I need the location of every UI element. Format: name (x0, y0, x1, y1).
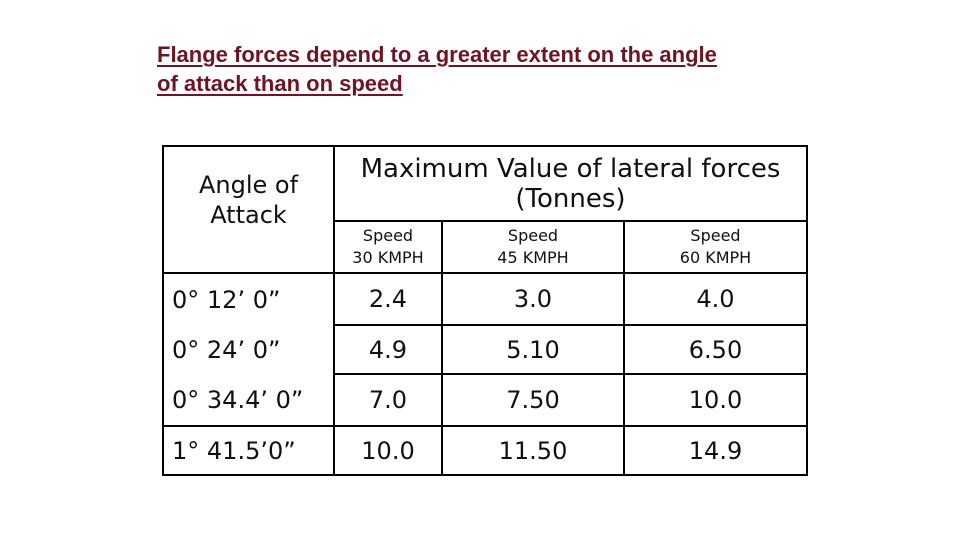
speed-header-45: Speed 45 KMPH (441, 220, 625, 274)
title-line-1: Flange forces depend to a greater extent… (157, 42, 717, 67)
speed-header-60: Speed 60 KMPH (623, 220, 808, 274)
header-row: Angle of Attack Maximum Value of lateral… (162, 145, 808, 274)
max-header-line-2: (Tonnes) (515, 183, 626, 214)
value-cell: 4.0 (623, 272, 808, 326)
lateral-forces-table: Angle of Attack Maximum Value of lateral… (162, 145, 808, 476)
speed-value: 60 KMPH (679, 248, 752, 267)
slide-title: Flange forces depend to a greater extent… (157, 40, 797, 98)
value-cell: 5.10 (441, 324, 625, 375)
angle-cell: 0° 24’ 0” (162, 325, 335, 374)
value-cell: 6.50 (623, 324, 808, 375)
speed-header-row: Speed 30 KMPH Speed 45 KMPH Speed 60 KMP… (163, 220, 808, 274)
speed-label: Speed (362, 226, 414, 245)
angle-header-line-2: Attack (210, 200, 287, 229)
value-cell: 14.9 (623, 425, 808, 476)
angle-of-attack-header: Angle of Attack (162, 145, 335, 274)
value-cell: 7.0 (333, 373, 443, 427)
table-row: 0° 24’ 0” 4.9 5.10 6.50 (162, 324, 808, 375)
value-cell: 10.0 (333, 425, 443, 476)
value-cell: 2.4 (333, 272, 443, 326)
angle-header-line-1: Angle of (198, 170, 299, 199)
table-row: 0° 12’ 0” 2.4 3.0 4.0 (162, 272, 808, 326)
speed-label: Speed (507, 226, 559, 245)
value-cell: 4.9 (333, 324, 443, 375)
speed-header-30: Speed 30 KMPH (333, 220, 443, 274)
max-header-line-1: Maximum Value of lateral forces (360, 153, 781, 184)
max-lateral-force-header: Maximum Value of lateral forces (Tonnes) (333, 145, 808, 222)
table-row: 0° 34.4’ 0” 7.0 7.50 10.0 (162, 373, 808, 427)
title-line-2: of attack than on speed (157, 71, 403, 96)
angle-cell: 0° 12’ 0” (162, 272, 335, 325)
value-cell: 10.0 (623, 373, 808, 427)
speed-label: Speed (690, 226, 741, 245)
value-cell: 3.0 (441, 272, 625, 326)
value-cell: 7.50 (441, 373, 625, 427)
angle-cell: 1° 41.5’0” (162, 425, 335, 476)
table-row: 1° 41.5’0” 10.0 11.50 14.9 (162, 425, 808, 476)
angle-cell: 0° 34.4’ 0” (162, 374, 335, 427)
speed-value: 30 KMPH (352, 248, 424, 267)
value-cell: 11.50 (441, 425, 625, 476)
speed-value: 45 KMPH (497, 248, 569, 267)
